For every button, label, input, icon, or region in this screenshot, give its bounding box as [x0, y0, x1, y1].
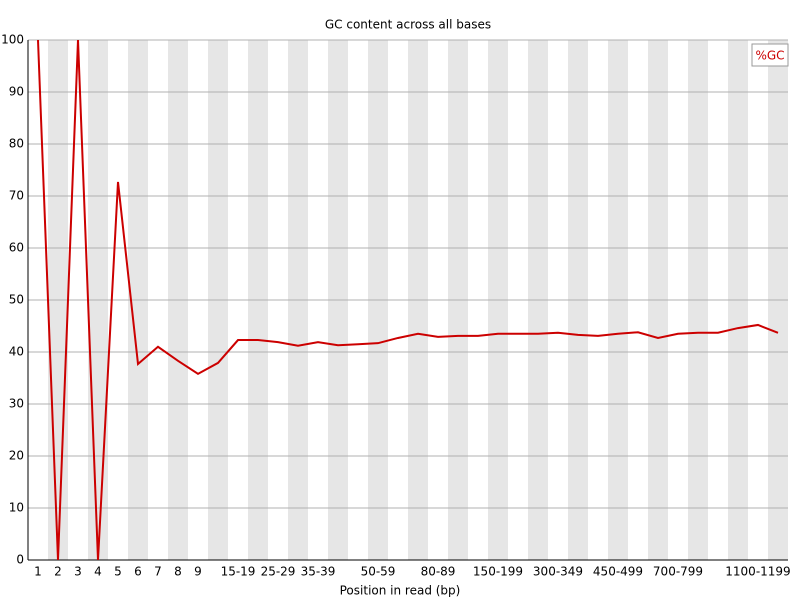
x-tick-label: 35-39 [301, 565, 336, 579]
x-tick-label: 8 [174, 565, 182, 579]
x-tick-label: 9 [194, 565, 202, 579]
x-tick-label: 1 [34, 565, 42, 579]
x-axis-label: Position in read (bp) [340, 584, 461, 598]
y-tick-label: 90 [9, 85, 24, 99]
x-tick-label: 2 [54, 565, 62, 579]
x-tick-label: 300-349 [533, 565, 583, 579]
chart-title: GC content across all bases [325, 18, 491, 32]
y-tick-label: 20 [9, 449, 24, 463]
x-tick-label: 50-59 [361, 565, 396, 579]
y-tick-label: 10 [9, 501, 24, 515]
x-tick-label: 25-29 [261, 565, 296, 579]
y-tick-label: 80 [9, 137, 24, 151]
y-tick-label: 40 [9, 345, 24, 359]
y-tick-label: 100 [1, 33, 24, 47]
x-tick-label: 15-19 [221, 565, 256, 579]
y-tick-label: 50 [9, 293, 24, 307]
x-tick-label: 3 [74, 565, 82, 579]
x-tick-label: 150-199 [473, 565, 523, 579]
y-tick-label: 60 [9, 241, 24, 255]
legend-box [751, 43, 789, 67]
x-tick-label: 7 [154, 565, 162, 579]
x-tick-label: 1100-1199 [725, 565, 790, 579]
x-tick-label: 700-799 [653, 565, 703, 579]
y-tick-label: 70 [9, 189, 24, 203]
data-line [37, 39, 779, 561]
y-tick-label: 0 [16, 553, 24, 567]
x-tick-label: 450-499 [593, 565, 643, 579]
y-tick-label: 30 [9, 397, 24, 411]
x-tick-label: 6 [134, 565, 142, 579]
x-tick-label: 80-89 [421, 565, 456, 579]
legend-label: %GC [755, 49, 784, 63]
x-tick-label: 5 [114, 565, 122, 579]
x-tick-label: 4 [94, 565, 102, 579]
